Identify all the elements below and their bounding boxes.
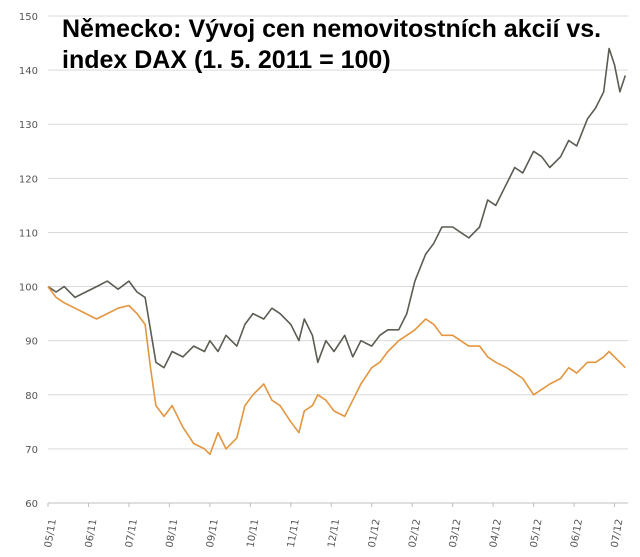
x-tick-label: 06/12: [569, 518, 585, 548]
x-tick-label: 05/12: [529, 518, 545, 548]
chart-title: Německo: Vývoj cen nemovitostních akcií …: [62, 15, 602, 74]
y-tick-label: 80: [25, 391, 38, 402]
x-axis: 05/11 06/11 07/11 08/11 09/11 10/11 11/11 12/11…: [43, 502, 628, 549]
series-line-2: [47, 286, 626, 456]
x-tick-label: 03/12: [448, 518, 464, 548]
x-tick-label: 07/11: [124, 518, 140, 548]
x-tick-label: 01/12: [367, 518, 383, 548]
series-group: [47, 47, 627, 456]
y-tick-label: 100: [19, 283, 38, 294]
x-tick-label: 07/12: [610, 518, 626, 548]
series-line-1: [47, 47, 627, 369]
x-tick-label: 04/12: [488, 518, 504, 548]
x-tick-label: 10/11: [245, 518, 261, 548]
x-tick-label: 12/11: [326, 518, 342, 548]
x-tick-label: 06/11: [84, 518, 100, 548]
x-tick-label: 09/11: [205, 518, 221, 548]
y-tick-label: 70: [25, 445, 38, 456]
y-tick-label: 120: [19, 174, 38, 185]
y-tick-label: 90: [25, 337, 38, 348]
y-tick-label: 140: [19, 66, 38, 77]
y-tick-label: 130: [19, 120, 38, 131]
x-tick-label: 11/11: [286, 518, 302, 548]
x-tick-label: 02/12: [407, 518, 423, 548]
y-axis: 60 70 80 90 100 110 120 130 140 150: [19, 12, 38, 510]
y-tick-label: 60: [25, 499, 38, 510]
x-tick-label: 05/11: [43, 518, 59, 548]
x-tick-label: 08/11: [165, 518, 181, 548]
grid: [48, 15, 628, 504]
y-tick-label: 110: [19, 228, 38, 239]
y-tick-label: 150: [19, 12, 38, 23]
